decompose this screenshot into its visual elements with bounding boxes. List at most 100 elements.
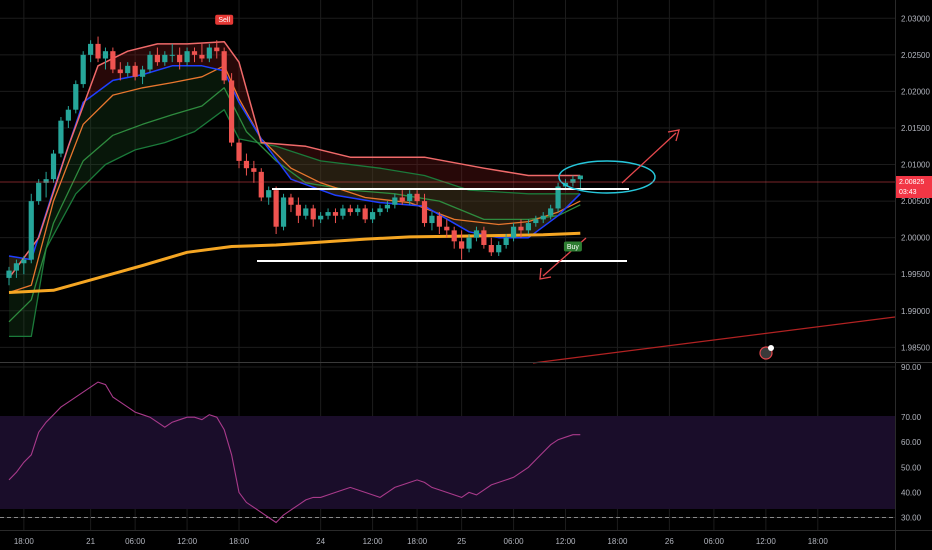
price-tick-label: 1.98500 (901, 343, 930, 352)
candle-body (214, 47, 220, 52)
candle-body (303, 208, 309, 216)
candle-body (325, 212, 331, 216)
candle-body (110, 51, 116, 70)
osc-tick-label: 40.00 (901, 488, 922, 497)
candle-body (429, 215, 435, 224)
time-tick-label: 18:00 (407, 537, 428, 546)
time-tick-label: 18:00 (607, 537, 628, 546)
alert-icon-badge (768, 345, 774, 351)
trend-line[interactable] (532, 316, 896, 364)
osc-tick-label: 60.00 (901, 438, 922, 447)
candle-up (88, 40, 94, 63)
candle-up (340, 204, 346, 220)
candle-body (288, 197, 294, 205)
alert-marker[interactable] (759, 345, 774, 360)
candle-body (162, 54, 168, 63)
candle-up (325, 208, 331, 220)
candle-body (570, 179, 576, 183)
candle-up (496, 241, 502, 256)
candle-down (110, 47, 116, 74)
candle-down (117, 62, 123, 81)
candle-up (369, 208, 376, 224)
candle-up (125, 62, 131, 77)
candle-down (288, 193, 294, 213)
candle-up (318, 212, 324, 224)
candle-body (273, 190, 279, 227)
candle-down (414, 190, 420, 205)
candle-body (169, 54, 175, 56)
candle-up (80, 51, 86, 88)
down-arrow-head (539, 267, 552, 280)
time-tick-label: 06:00 (125, 537, 146, 546)
candle-up (533, 215, 539, 227)
candle-body (73, 84, 79, 110)
drawing-annotations[interactable] (257, 129, 896, 364)
oscillator-line (8, 381, 581, 524)
sell-signal-label: Sell (218, 17, 230, 24)
candle-down (199, 43, 205, 63)
current-price-label: 2.00825 (899, 179, 924, 186)
time-tick-label: 21 (86, 537, 95, 546)
price-tick-label: 2.00000 (901, 234, 930, 243)
candle-down (229, 73, 235, 147)
indicator-lines (8, 40, 581, 338)
time-tick-label: 18:00 (808, 537, 829, 546)
candle-up (548, 204, 554, 220)
candle-up (303, 204, 309, 220)
up-arrow[interactable] (621, 132, 677, 184)
up-arrow-head (667, 129, 680, 142)
candle-up (525, 219, 531, 235)
candle-down (191, 47, 198, 63)
candle-up (570, 175, 576, 187)
highlight-circle[interactable] (558, 160, 656, 194)
candlestick-series[interactable] (6, 36, 583, 286)
candle-up (473, 226, 480, 242)
time-tick-label: 26 (665, 537, 674, 546)
candle-body (399, 197, 405, 202)
candle-body (436, 215, 442, 227)
candle-up (139, 65, 146, 85)
candle-body (266, 190, 272, 198)
price-tick-label: 2.03000 (901, 14, 930, 23)
time-tick-label: 06:00 (704, 537, 725, 546)
oscillator-axis-labels[interactable]: 90.00 70.00 60.00 50.00 40.00 30.00 (901, 363, 922, 522)
candle-body (392, 197, 398, 205)
candle-up (510, 223, 517, 242)
candle-body (295, 204, 301, 216)
candle-body (191, 51, 198, 55)
candle-body (481, 230, 487, 245)
candle-body (533, 219, 539, 224)
candle-up (540, 212, 546, 224)
signal-labels: Sell Buy (215, 14, 582, 252)
sell-signal: Sell (215, 14, 234, 25)
candle-down (214, 40, 220, 59)
candle-down (236, 138, 242, 169)
candle-up (28, 193, 34, 264)
candle-body (199, 54, 205, 59)
ma-line-slow-green (9, 109, 581, 338)
candle-down (295, 197, 301, 224)
ma-line-orange (8, 65, 581, 294)
price-axis-labels[interactable]: 2.03000 2.02500 2.02000 2.01500 2.01000 2.005… (901, 14, 930, 352)
candle-body (102, 51, 109, 59)
candle-body (555, 186, 561, 209)
candle-down (451, 226, 457, 249)
candle-body (154, 54, 160, 63)
candle-up (577, 175, 583, 191)
candle-body (488, 244, 494, 253)
countdown-label: 03:43 (899, 189, 917, 196)
candle-up (280, 193, 287, 231)
candle-body (548, 208, 554, 216)
candle-up (355, 204, 361, 216)
time-axis-labels[interactable]: 18:00 21 06:00 12:00 18:00 24 12:00 18:00 25 06:0… (14, 537, 829, 546)
candle-body (414, 193, 420, 202)
candle-up (50, 149, 57, 183)
candle-body (280, 197, 287, 227)
buy-signal-label: Buy (567, 244, 580, 251)
price-tick-label: 1.99000 (901, 307, 930, 316)
candle-body (577, 175, 583, 180)
candle-body (340, 208, 346, 216)
candle-down (154, 47, 160, 66)
